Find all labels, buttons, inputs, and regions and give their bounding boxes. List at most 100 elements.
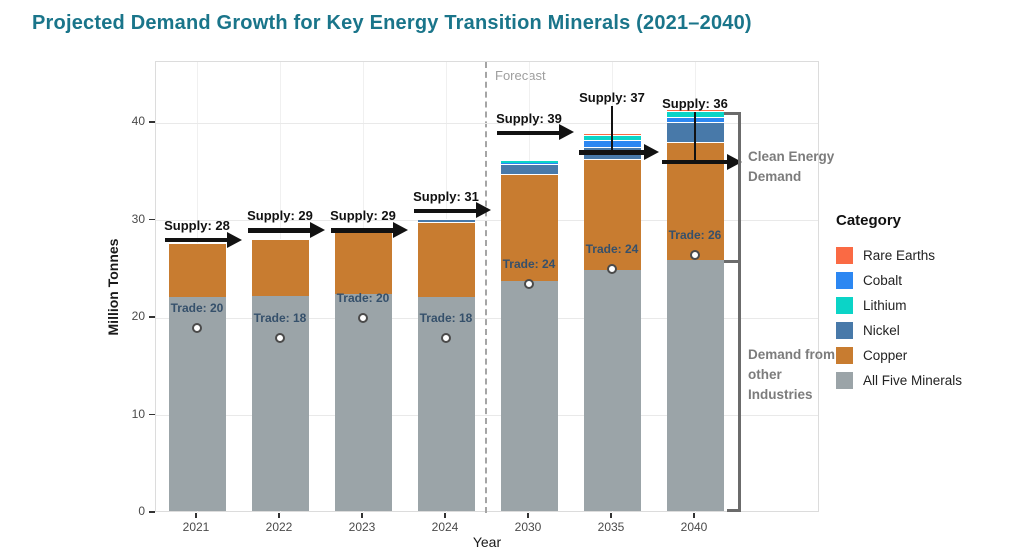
- supply-arrow-shaft: [496, 130, 560, 135]
- y-axis-tick-label: 0: [138, 504, 145, 518]
- x-axis-tick-label: 2021: [182, 520, 210, 534]
- trade-label: Trade: 18: [419, 310, 473, 325]
- legend-swatch: [836, 247, 853, 264]
- bar-segment-rare_earths: [666, 110, 724, 112]
- gridline-horizontal: [156, 415, 818, 416]
- trade-point-dot: [607, 264, 617, 275]
- chart-title: Projected Demand Growth for Key Energy T…: [32, 12, 752, 34]
- forecast-divider-line: [485, 62, 487, 513]
- legend-item: Copper: [836, 343, 962, 368]
- clean-energy-demand-label: Clean Energy Demand: [748, 149, 835, 184]
- y-axis-tick-label: 30: [131, 211, 145, 226]
- trade-point-dot: [358, 313, 368, 323]
- trade-label: Trade: 24: [585, 242, 639, 257]
- y-axis-tick-label: 10: [131, 406, 145, 421]
- supply-label: Supply: 29: [247, 208, 313, 224]
- bar-segment-all_five: [334, 293, 392, 511]
- supply-label: Supply: 28: [164, 218, 230, 233]
- supply-arrow-shaft: [247, 228, 311, 233]
- bar-segment-all_five: [500, 280, 558, 511]
- x-axis-tick-label: 2030: [514, 520, 542, 534]
- supply-arrow-shaft: [661, 159, 727, 165]
- y-axis-tick-label: 20: [131, 309, 145, 323]
- bar-segment-nickel: [417, 218, 475, 223]
- gridline-horizontal: [156, 122, 818, 124]
- legend-item-label: All Five Minerals: [863, 373, 963, 388]
- bar-segment-copper: [500, 173, 558, 281]
- supply-arrow-head: [643, 143, 659, 160]
- x-axis-tick-label: 2035: [597, 520, 625, 534]
- legend: Category Rare Earths Cobalt Lithium Nickel C…: [836, 212, 962, 393]
- bar-segment-nickel: [500, 163, 558, 174]
- legend-item-label: Lithium: [863, 298, 907, 313]
- x-axis-tick-label: 2024: [431, 520, 459, 534]
- bar-segment-all_five: [417, 297, 475, 511]
- supply-arrow-shaft: [413, 208, 477, 213]
- legend-swatch: [836, 297, 853, 314]
- bar-segment-copper: [417, 222, 475, 298]
- supply-label: Supply: 37: [579, 90, 645, 105]
- legend-item-label: Rare Earths: [863, 248, 936, 263]
- supply-arrow-shaft: [164, 237, 228, 243]
- trade-label: Trade: 26: [668, 227, 722, 242]
- bar-segment-copper: [334, 232, 392, 294]
- supply-arrow-head: [475, 202, 491, 219]
- other-industries-demand-label: Demand from other Industries: [748, 347, 836, 402]
- legend-item: Lithium: [836, 293, 962, 318]
- supply-arrow-head: [226, 231, 242, 248]
- y-axis-tick-label: 40: [131, 114, 145, 128]
- legend-items: Rare Earths Cobalt Lithium Nickel Copper All …: [836, 243, 962, 393]
- supply-arrow-head: [558, 124, 574, 141]
- x-axis-tick: [610, 513, 612, 518]
- x-axis-tick-label: 2040: [680, 520, 708, 534]
- y-axis-tick: [149, 121, 155, 123]
- x-axis-title: Year: [472, 534, 502, 550]
- trade-point-dot: [275, 332, 285, 343]
- supply-arrow-head: [309, 221, 325, 238]
- trade-label: Trade: 20: [170, 300, 224, 315]
- supply-arrow-shaft: [578, 150, 644, 155]
- bar-segment-cobalt: [500, 162, 558, 164]
- supply-arrow-shaft: [330, 228, 394, 233]
- x-axis-tick: [693, 513, 695, 518]
- bar-segment-all_five: [251, 295, 309, 511]
- bar-segment-all_five: [583, 270, 641, 511]
- gridline-horizontal: [156, 220, 818, 221]
- legend-item: Rare Earths: [836, 243, 962, 268]
- bracket-vertical: [738, 112, 741, 512]
- supply-connector-line: [610, 106, 614, 155]
- x-axis-tick-label: 2023: [348, 520, 376, 534]
- trade-label: Trade: 18: [253, 310, 307, 325]
- trade-label: Trade: 24: [502, 256, 556, 271]
- legend-swatch: [836, 322, 853, 339]
- y-axis-tick: [149, 413, 155, 416]
- y-axis-tick: [149, 218, 155, 221]
- supply-label: Supply: 36: [662, 96, 728, 111]
- y-axis-title: Million Tonnes: [105, 238, 121, 336]
- gridline-horizontal: [156, 317, 818, 319]
- bar-segment-copper: [251, 238, 309, 296]
- legend-swatch: [836, 272, 853, 289]
- plot-panel: Forecast Supply: 28 Supply: 29 Supply: 29 S…: [155, 61, 819, 513]
- legend-title: Category: [836, 212, 902, 229]
- supply-label: Supply: 31: [413, 188, 479, 204]
- x-axis-tick-label: 2022: [265, 520, 293, 534]
- trade-point-dot: [524, 278, 534, 289]
- supply-arrow-head: [726, 153, 742, 170]
- x-axis-tick: [361, 513, 363, 518]
- bracket-hook-middle: [724, 260, 741, 263]
- x-axis-tick: [444, 513, 446, 518]
- supply-label: Supply: 39: [496, 110, 562, 126]
- trade-point-dot: [192, 322, 202, 333]
- forecast-label: Forecast: [495, 68, 546, 83]
- legend-item-label: Copper: [863, 348, 908, 363]
- bar-segment-copper: [168, 242, 226, 297]
- x-axis-tick: [195, 513, 197, 518]
- legend-item-label: Nickel: [863, 323, 900, 338]
- trade-point-dot: [441, 332, 451, 343]
- legend-item: All Five Minerals: [836, 368, 962, 393]
- x-axis-tick: [527, 513, 529, 518]
- legend-swatch: [836, 372, 853, 389]
- bar-segment-lithium: [500, 161, 558, 163]
- legend-item: Nickel: [836, 318, 962, 343]
